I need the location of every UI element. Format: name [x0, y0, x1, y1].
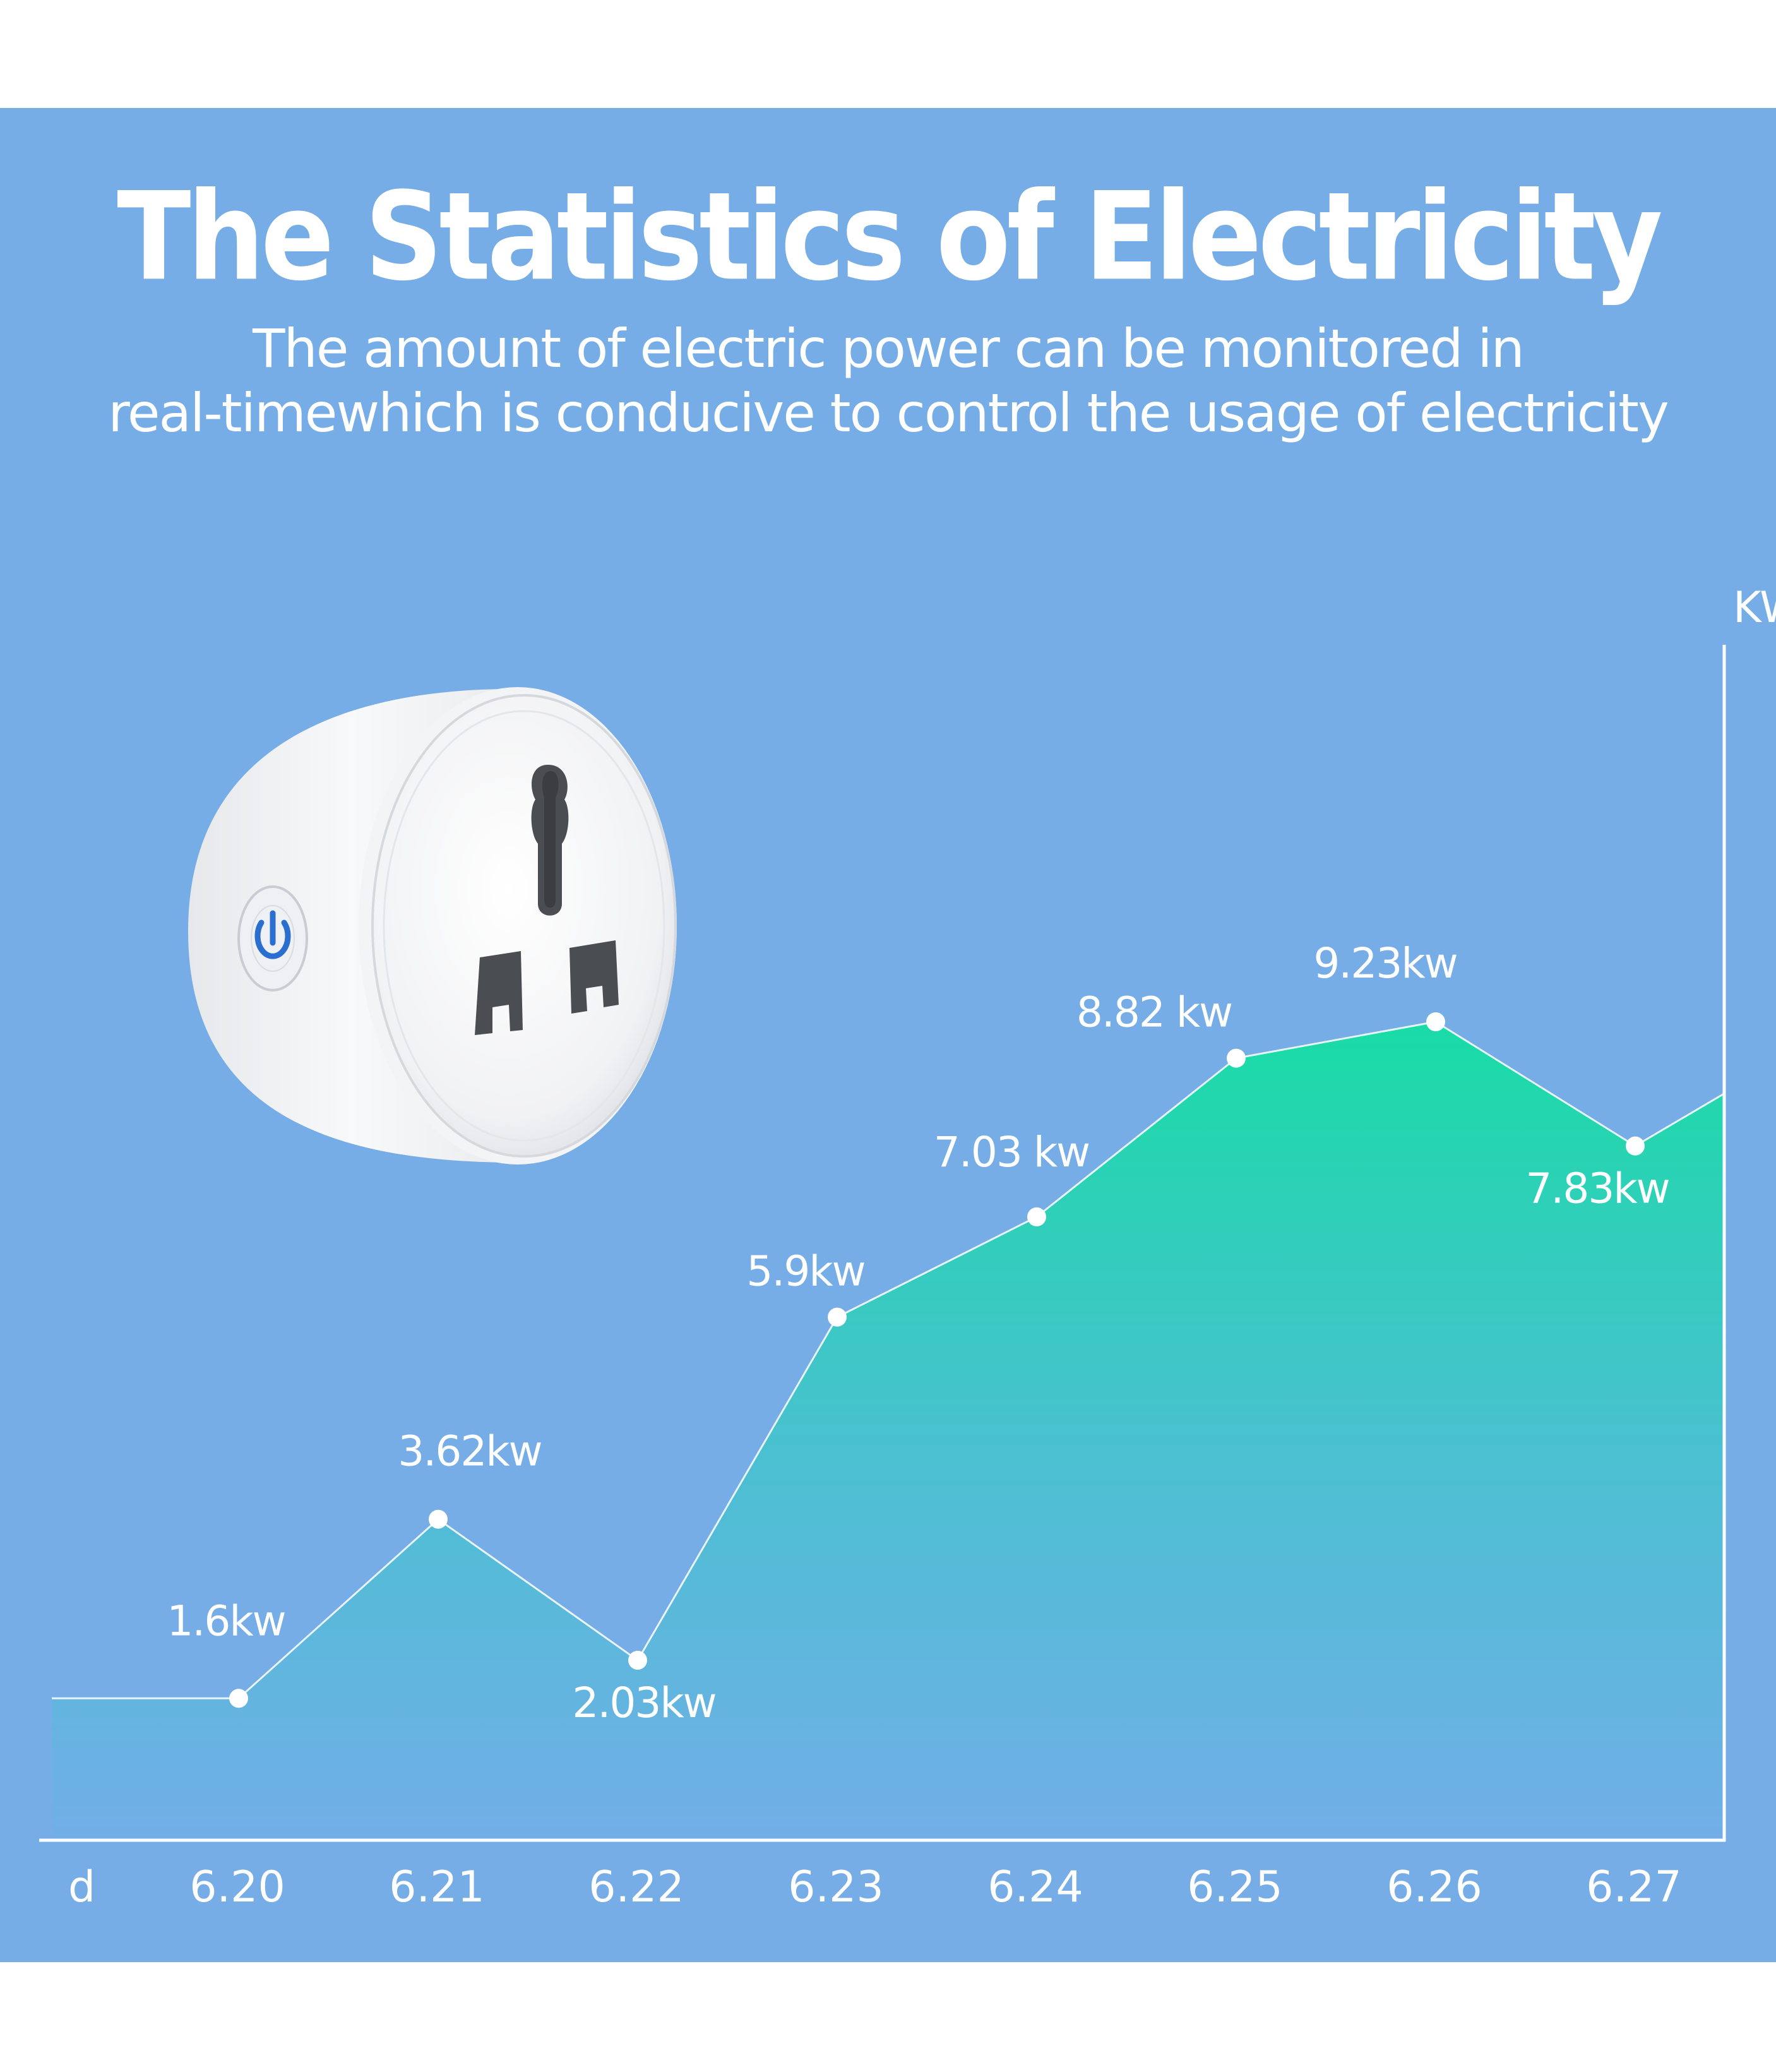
data-label-6.26: 9.23kw	[1313, 939, 1457, 988]
data-label-6.22: 2.03kw	[572, 1679, 715, 1727]
data-label-6.25: 8.82 kw	[1076, 988, 1232, 1037]
subtitle-line-2: real-timewhich is conducive to control t…	[108, 382, 1669, 444]
x-tick-6.25: 6.25	[1187, 1862, 1282, 1912]
data-point-6.23	[828, 1307, 847, 1327]
area-fill	[52, 1022, 1724, 1840]
x-tick-6.22: 6.22	[588, 1862, 684, 1912]
data-point-6.20	[229, 1689, 248, 1708]
subtitle-line-1: The amount of electric power can be moni…	[253, 318, 1525, 380]
x-tick-6.27: 6.27	[1586, 1862, 1681, 1912]
data-label-6.20: 1.6kw	[167, 1596, 285, 1645]
page-subtitle: The amount of electric power can be moni…	[63, 316, 1713, 445]
power-icon[interactable]	[251, 905, 295, 972]
data-label-6.21: 3.62kw	[398, 1427, 541, 1476]
data-point-6.26	[1426, 1012, 1445, 1031]
data-point-6.22	[628, 1651, 647, 1670]
data-point-6.25	[1227, 1048, 1246, 1068]
x-tick-6.26: 6.26	[1386, 1862, 1482, 1912]
x-tick-6.23: 6.23	[788, 1862, 883, 1912]
data-point-6.24	[1027, 1207, 1046, 1226]
x-tick-6.24: 6.24	[987, 1862, 1083, 1912]
x-tick-6.20: 6.20	[189, 1862, 285, 1912]
data-point-6.27	[1626, 1136, 1645, 1156]
chart-panel: The Statistics of Electricity The amount…	[0, 108, 1776, 1962]
page-title: The Statistics of Electricity	[117, 165, 1663, 308]
data-label-6.27: 7.83kw	[1525, 1165, 1669, 1213]
electricity-area-chart: KW d 6.20 6.21 6.22 6.23 6.24 6.25 6.26 6.27 1.…	[39, 583, 1776, 1912]
data-label-6.23: 5.9kw	[746, 1247, 864, 1296]
data-point-6.21	[429, 1509, 448, 1529]
x-axis-label: d	[68, 1862, 95, 1912]
x-tick-6.21: 6.21	[389, 1862, 484, 1912]
smart-plug-image	[188, 687, 677, 1165]
series-line	[52, 1021, 1725, 1699]
y-axis-label: KW	[1733, 583, 1776, 633]
data-label-6.24: 7.03 kw	[934, 1128, 1089, 1177]
